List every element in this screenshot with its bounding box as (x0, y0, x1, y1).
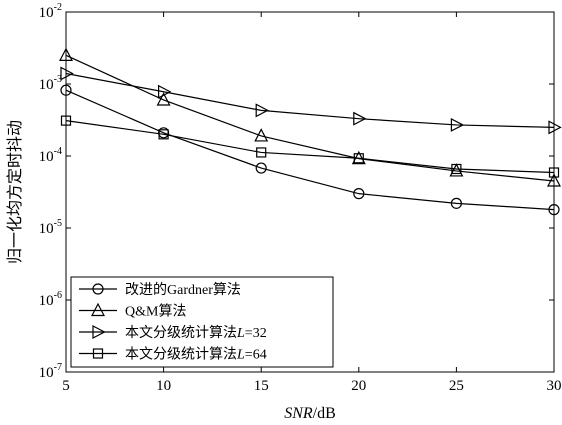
legend-entry: Q&M算法 (79, 302, 186, 320)
y-tick-label: 10-5 (39, 218, 62, 237)
data-point-square (451, 163, 462, 175)
legend-label: Q&M算法 (125, 304, 186, 320)
data-point-square (256, 147, 267, 158)
series-1 (60, 84, 560, 216)
legend-label: 改进的Gardner算法 (125, 282, 241, 298)
y-tick-label: 10-7 (39, 362, 62, 381)
data-point-triangle-right (60, 66, 74, 81)
y-axis-title: 归一化均方定时抖动 (5, 120, 24, 264)
series-line (65, 54, 555, 182)
data-point-square (353, 153, 364, 164)
x-tick-label: 25 (449, 378, 464, 394)
data-point-triangle-right (353, 111, 367, 126)
series-3 (60, 66, 562, 135)
y-tick-label: 10-2 (39, 2, 62, 21)
legend-label: 本文分级统计算法L=64 (125, 347, 267, 363)
x-tick-label: 5 (62, 378, 70, 394)
data-point-square (92, 348, 104, 359)
data-point-square (60, 115, 72, 126)
data-point-circle (353, 188, 365, 200)
data-point-triangle-right (255, 103, 269, 118)
series-line (65, 72, 555, 128)
legend-label: 本文分级统计算法L=32 (125, 325, 267, 341)
series-4 (60, 115, 560, 178)
data-point-square (158, 129, 169, 140)
data-point-circle (548, 204, 560, 216)
x-tick-label: 15 (254, 378, 269, 394)
y-tick-label: 10-4 (39, 146, 62, 165)
data-point-triangle-up (449, 163, 464, 177)
x-tick-label: 10 (156, 378, 171, 394)
data-point-square (548, 167, 560, 178)
data-point-triangle-right (450, 117, 465, 132)
data-point-circle (92, 283, 104, 295)
series-line (65, 120, 555, 174)
y-tick-label: 10-6 (39, 290, 62, 309)
legend-box (70, 276, 334, 368)
data-point-triangle-up (91, 302, 105, 317)
y-tick-label: 10-3 (39, 74, 62, 93)
series-lines (59, 47, 562, 216)
data-point-triangle-up (547, 173, 561, 187)
data-point-circle (255, 162, 267, 174)
x-tick-label: 30 (547, 378, 562, 394)
series-2 (59, 47, 561, 187)
series-line (65, 89, 555, 211)
data-point-triangle-up (59, 47, 73, 61)
data-point-triangle-up (254, 128, 269, 142)
ticks: 5 10 15 20 25 30 10-7 10-6 10-5 10-4 10-3 10-2 (39, 2, 562, 394)
data-point-triangle-right (158, 84, 172, 99)
legend-entry: 本文分级统计算法L=64 (79, 347, 267, 363)
legend-entry: 改进的Gardner算法 (79, 282, 241, 298)
data-point-circle (450, 197, 462, 209)
data-point-triangle-right (92, 325, 106, 339)
x-axis-title: SNR/dB (284, 405, 336, 422)
data-point-triangle-right (548, 120, 562, 135)
legend-entry: 本文分级统计算法L=32 (79, 325, 267, 341)
data-point-circle (60, 84, 72, 96)
x-tick-label: 20 (351, 378, 366, 394)
data-point-triangle-up (156, 92, 171, 106)
